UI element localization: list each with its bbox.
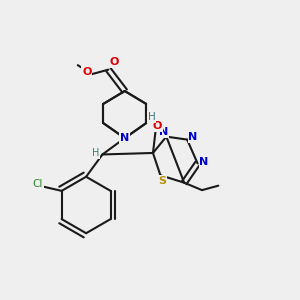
Text: S: S — [158, 176, 166, 186]
Text: O: O — [109, 57, 119, 67]
Text: N: N — [188, 132, 198, 142]
Text: N: N — [159, 127, 169, 137]
Text: H: H — [148, 112, 155, 122]
Text: H: H — [92, 148, 100, 158]
Text: N: N — [200, 157, 209, 167]
Text: N: N — [120, 133, 129, 143]
Text: O: O — [153, 121, 162, 131]
Text: O: O — [82, 67, 92, 77]
Text: Cl: Cl — [33, 179, 43, 189]
